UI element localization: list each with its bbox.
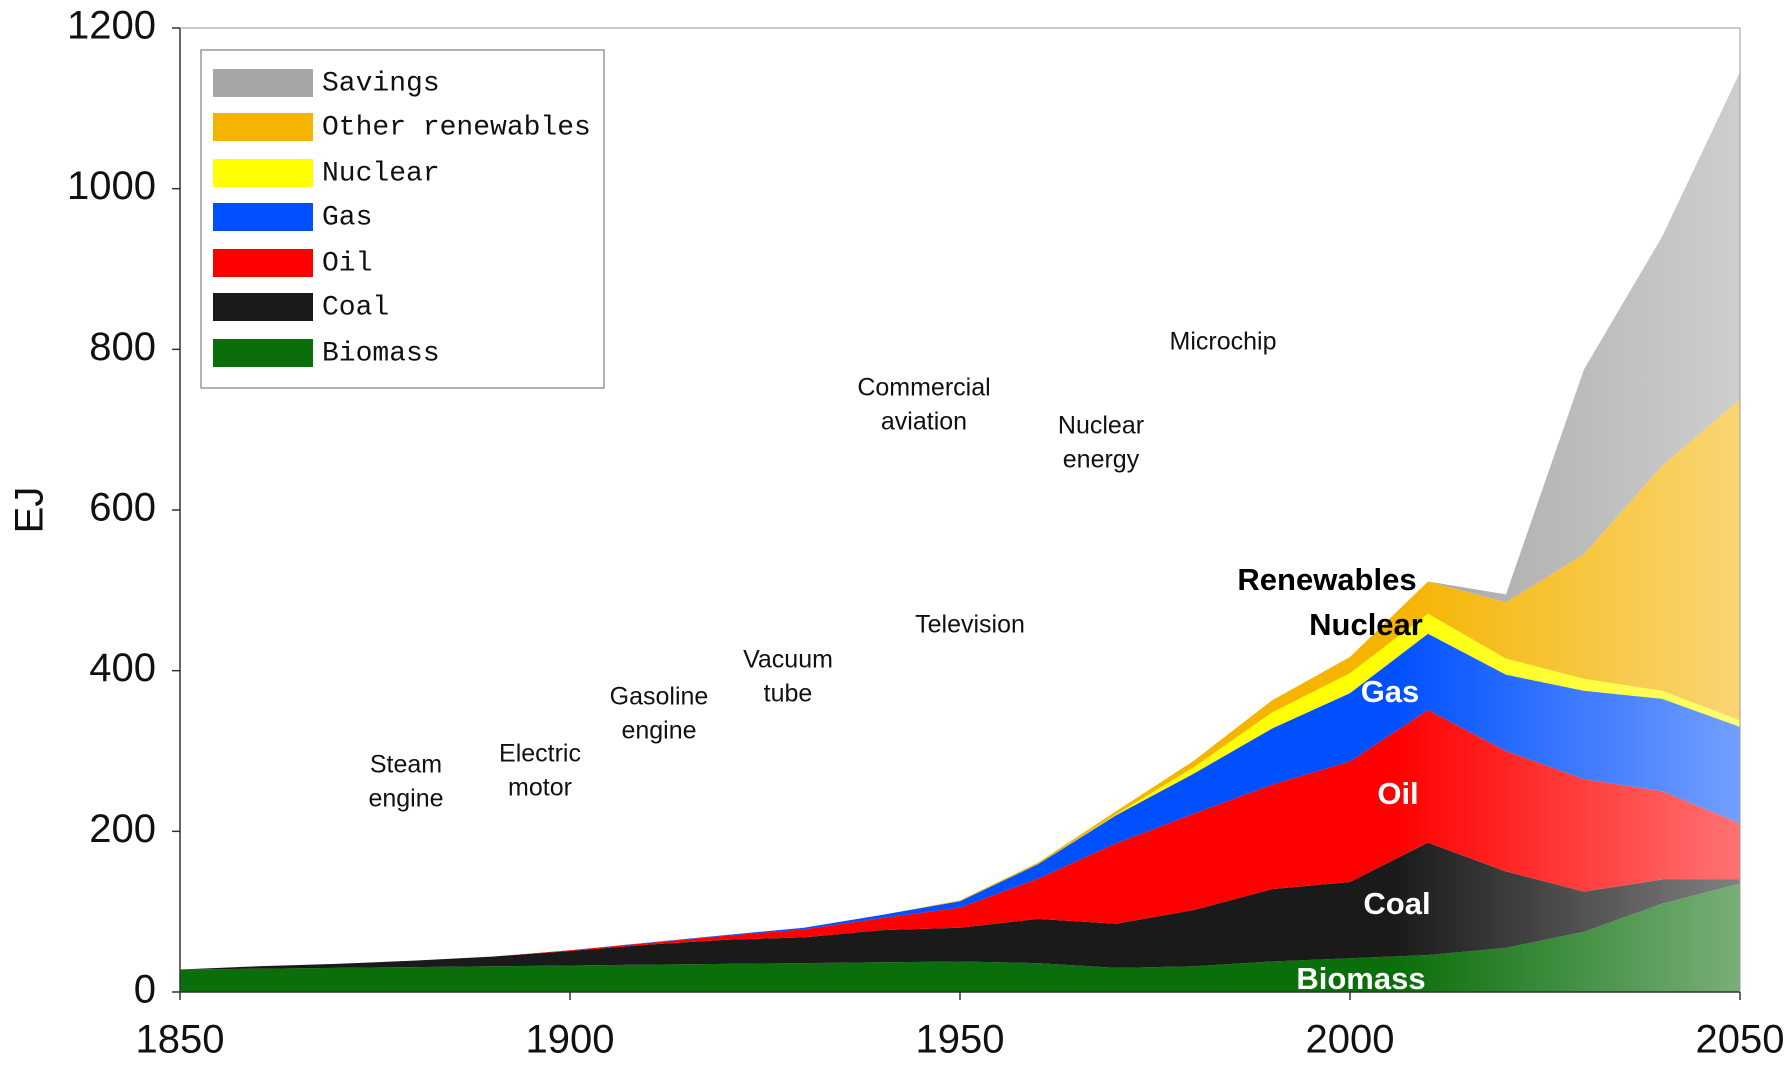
y-tick-label: 1200 — [67, 4, 156, 48]
annotation: tube — [764, 680, 813, 708]
area-label: Coal — [1363, 886, 1430, 921]
annotation: Electric — [499, 740, 581, 768]
annotation: engine — [621, 717, 696, 745]
annotation: aviation — [881, 408, 967, 436]
area-label: Gas — [1361, 674, 1420, 709]
annotation: Commercial — [857, 374, 990, 402]
area-label: Oil — [1377, 776, 1418, 811]
area-label: Biomass — [1296, 961, 1425, 996]
legend-label: Savings — [322, 68, 440, 99]
legend-swatch — [213, 293, 313, 321]
legend-swatch — [213, 249, 313, 277]
future-fade — [1395, 28, 1740, 992]
y-axis-label: EJ — [8, 487, 52, 534]
legend-label: Other renewables — [322, 112, 591, 143]
legend-label: Coal — [322, 292, 389, 323]
area-label: Nuclear — [1309, 607, 1423, 642]
annotation: Vacuum — [743, 646, 833, 674]
legend-label: Nuclear — [322, 158, 440, 189]
area — [180, 883, 1740, 992]
y-tick-label: 200 — [89, 807, 156, 851]
annotation: Gasoline — [610, 683, 709, 711]
annotation: Television — [915, 611, 1025, 639]
annotation: Microchip — [1170, 328, 1277, 356]
legend-label: Biomass — [322, 338, 440, 369]
y-tick-label: 0 — [134, 968, 156, 1012]
areas — [180, 72, 1740, 992]
area — [180, 710, 1740, 970]
x-tick-label: 1950 — [916, 1018, 1005, 1062]
annotation: engine — [368, 785, 443, 813]
annotation: Steam — [370, 751, 442, 779]
legend-swatch — [213, 339, 313, 367]
legend-label: Oil — [322, 248, 372, 279]
legend-label: Gas — [322, 202, 372, 233]
legend-swatch — [213, 203, 313, 231]
y-tick-label: 800 — [89, 325, 156, 369]
y-tick-label: 600 — [89, 486, 156, 530]
area — [180, 842, 1740, 970]
annotation: motor — [508, 774, 572, 802]
area — [180, 633, 1740, 970]
annotation: Nuclear — [1058, 412, 1144, 440]
x-tick-label: 2050 — [1696, 1018, 1785, 1062]
y-tick-label: 400 — [89, 646, 156, 690]
area-label: Renewables — [1237, 562, 1416, 597]
legend-swatch — [213, 113, 313, 141]
x-tick-label: 1900 — [526, 1018, 615, 1062]
annotation: energy — [1063, 446, 1140, 474]
legend-swatch — [213, 159, 313, 187]
y-tick-label: 1000 — [67, 164, 156, 208]
x-tick-label: 2000 — [1306, 1018, 1395, 1062]
legend-swatch — [213, 69, 313, 97]
x-tick-label: 1850 — [136, 1018, 225, 1062]
